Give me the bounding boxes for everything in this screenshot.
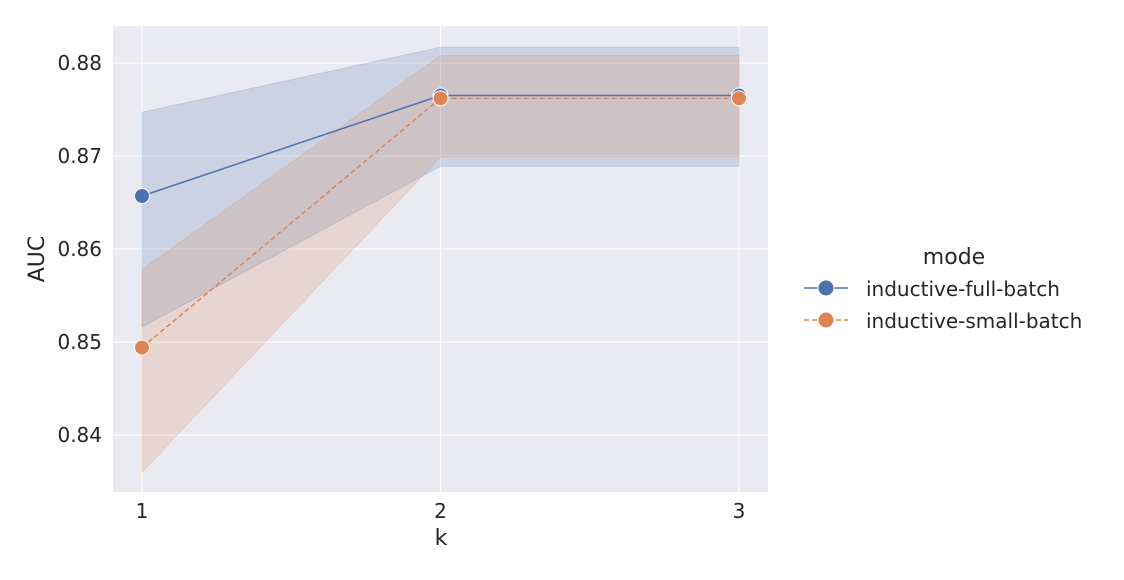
legend-item-small-batch: inductive-small-batch: [804, 309, 1082, 333]
y-tick-label: 0.87: [57, 144, 102, 168]
x-tick-label: 1: [136, 499, 149, 523]
y-tick-label: 0.88: [57, 51, 102, 75]
data-point-small-batch: [432, 90, 449, 107]
legend-item-full-batch: inductive-full-batch: [804, 277, 1060, 301]
legend-label-full-batch: inductive-full-batch: [866, 277, 1060, 301]
legend-marker-full-batch-icon: [817, 279, 835, 297]
legend-label-small-batch: inductive-small-batch: [866, 309, 1082, 333]
x-axis-ticks: 1 2 3: [136, 499, 746, 523]
x-tick-label: 3: [733, 499, 746, 523]
data-point-full-batch: [134, 187, 150, 204]
data-point-small-batch: [731, 90, 747, 107]
y-tick-label: 0.86: [57, 237, 102, 261]
ci-band-full-batch: [141, 46, 740, 328]
legend-title: mode: [923, 245, 985, 270]
x-axis-label: k: [435, 526, 448, 551]
y-axis-ticks: 0.84 0.85 0.86 0.87 0.88: [57, 51, 102, 447]
legend: mode inductive-full-batch inductive-smal…: [804, 245, 1082, 333]
y-axis-label: AUC: [25, 236, 50, 283]
y-tick-label: 0.84: [57, 423, 102, 447]
confidence-bands: [141, 46, 740, 474]
series-markers: [134, 87, 747, 356]
x-tick-label: 2: [434, 499, 447, 523]
legend-marker-small-batch-icon: [817, 311, 835, 329]
ci-band-small-batch: [141, 55, 740, 474]
data-point-small-batch: [134, 339, 150, 356]
y-tick-label: 0.85: [57, 330, 102, 354]
